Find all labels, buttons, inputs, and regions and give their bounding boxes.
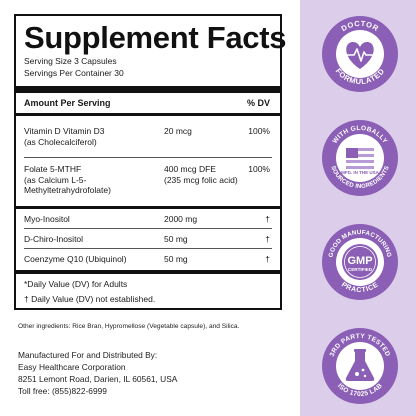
supplement-facts-panel: Supplement Facts Serving Size 3 Capsules…: [14, 14, 287, 310]
gmp-badge-center-main: GMP: [347, 255, 372, 267]
row-divider: [24, 157, 272, 158]
servings-per-container: Servings Per Container 30: [24, 68, 124, 78]
row-divider: [24, 228, 272, 229]
third-party-tested-badge: 3RD PARTY TESTED ISO 17025 LAB: [320, 326, 400, 406]
nutrient-amount: 400 mcg DFE: [164, 164, 216, 174]
serving-size: Serving Size 3 Capsules: [24, 56, 117, 66]
manufacturer-line: Manufactured For and Distributed By:: [18, 350, 158, 360]
manufacturer-address: 8251 Lemont Road, Darien, IL 60561, USA: [18, 374, 178, 384]
nutrient-dv: †: [265, 234, 270, 244]
nutrient-amount: 50 mg: [164, 254, 188, 264]
medium-divider: [16, 206, 280, 209]
doctor-formulated-badge: DOCTOR FORMULATED: [320, 14, 400, 94]
nutrient-dv: 100%: [248, 126, 270, 136]
thick-divider: [16, 86, 280, 93]
nutrient-amount: 50 mg: [164, 234, 188, 244]
dv-header: % DV: [246, 98, 270, 108]
gmp-badge-center-sub: CERTIFIED: [348, 267, 373, 272]
usa-flag-icon: [346, 148, 374, 169]
manufacturer-info: Manufactured For and Distributed By: Eas…: [18, 349, 177, 397]
nutrient-amount-detail: (235 mcg folic acid): [164, 174, 238, 185]
usa-sourced-badge: WITH GLOBALLY SOURCED INGREDIENTS MFD. I…: [320, 118, 400, 198]
doctor-badge-top-text: DOCTOR: [340, 19, 380, 33]
nutrient-name: Folate 5-MTHF: [24, 164, 82, 174]
gmp-seal-icon: [342, 244, 378, 280]
nutrient-name-detail: (as Cholecalciferol): [24, 136, 97, 147]
supplement-facts-title: Supplement Facts: [24, 20, 287, 55]
manufacturer-name: Easy Healthcare Corporation: [18, 362, 126, 372]
svg-text:DOCTOR: DOCTOR: [340, 19, 381, 33]
nutrient-amount: 2000 mg: [164, 214, 198, 224]
nutrient-dv: 100%: [248, 164, 270, 174]
nutrient-name-detail: (as Calcium L-5-: [24, 174, 87, 185]
nutrient-amount: 20 mcg: [164, 126, 192, 136]
nutrient-dv: †: [265, 214, 270, 224]
nutrient-name: Myo-Inositol: [24, 214, 70, 224]
nutrient-name: Coenzyme Q10 (Ubiquinol): [24, 254, 127, 264]
row-divider: [24, 248, 272, 249]
medium-divider: [16, 113, 280, 116]
amount-per-serving-header: Amount Per Serving: [24, 98, 111, 108]
footnote-adults: *Daily Value (DV) for Adults: [24, 279, 128, 289]
nutrient-dv: †: [265, 254, 270, 264]
nutrient-name: D-Chiro-Inositol: [24, 234, 84, 244]
nutrient-name-detail: Methyltetrahydrofolate): [24, 185, 111, 195]
heart-pulse-icon: [346, 42, 374, 69]
other-ingredients: Other ingredients: Rice Bran, Hypromello…: [18, 323, 240, 330]
gmp-badge: GOOD MANUFACTURING PRACTICE GMP CERTIFIE…: [320, 222, 400, 302]
nutrient-name: Vitamin D Vitamin D3: [24, 126, 105, 136]
footnote-dagger: † Daily Value (DV) not established.: [24, 294, 156, 304]
thick-divider: [16, 270, 280, 274]
usa-badge-center-text: MFD. IN THE USA: [341, 170, 379, 175]
manufacturer-phone: Toll free: (855)822-6999: [18, 386, 107, 396]
flask-icon: [345, 349, 375, 381]
